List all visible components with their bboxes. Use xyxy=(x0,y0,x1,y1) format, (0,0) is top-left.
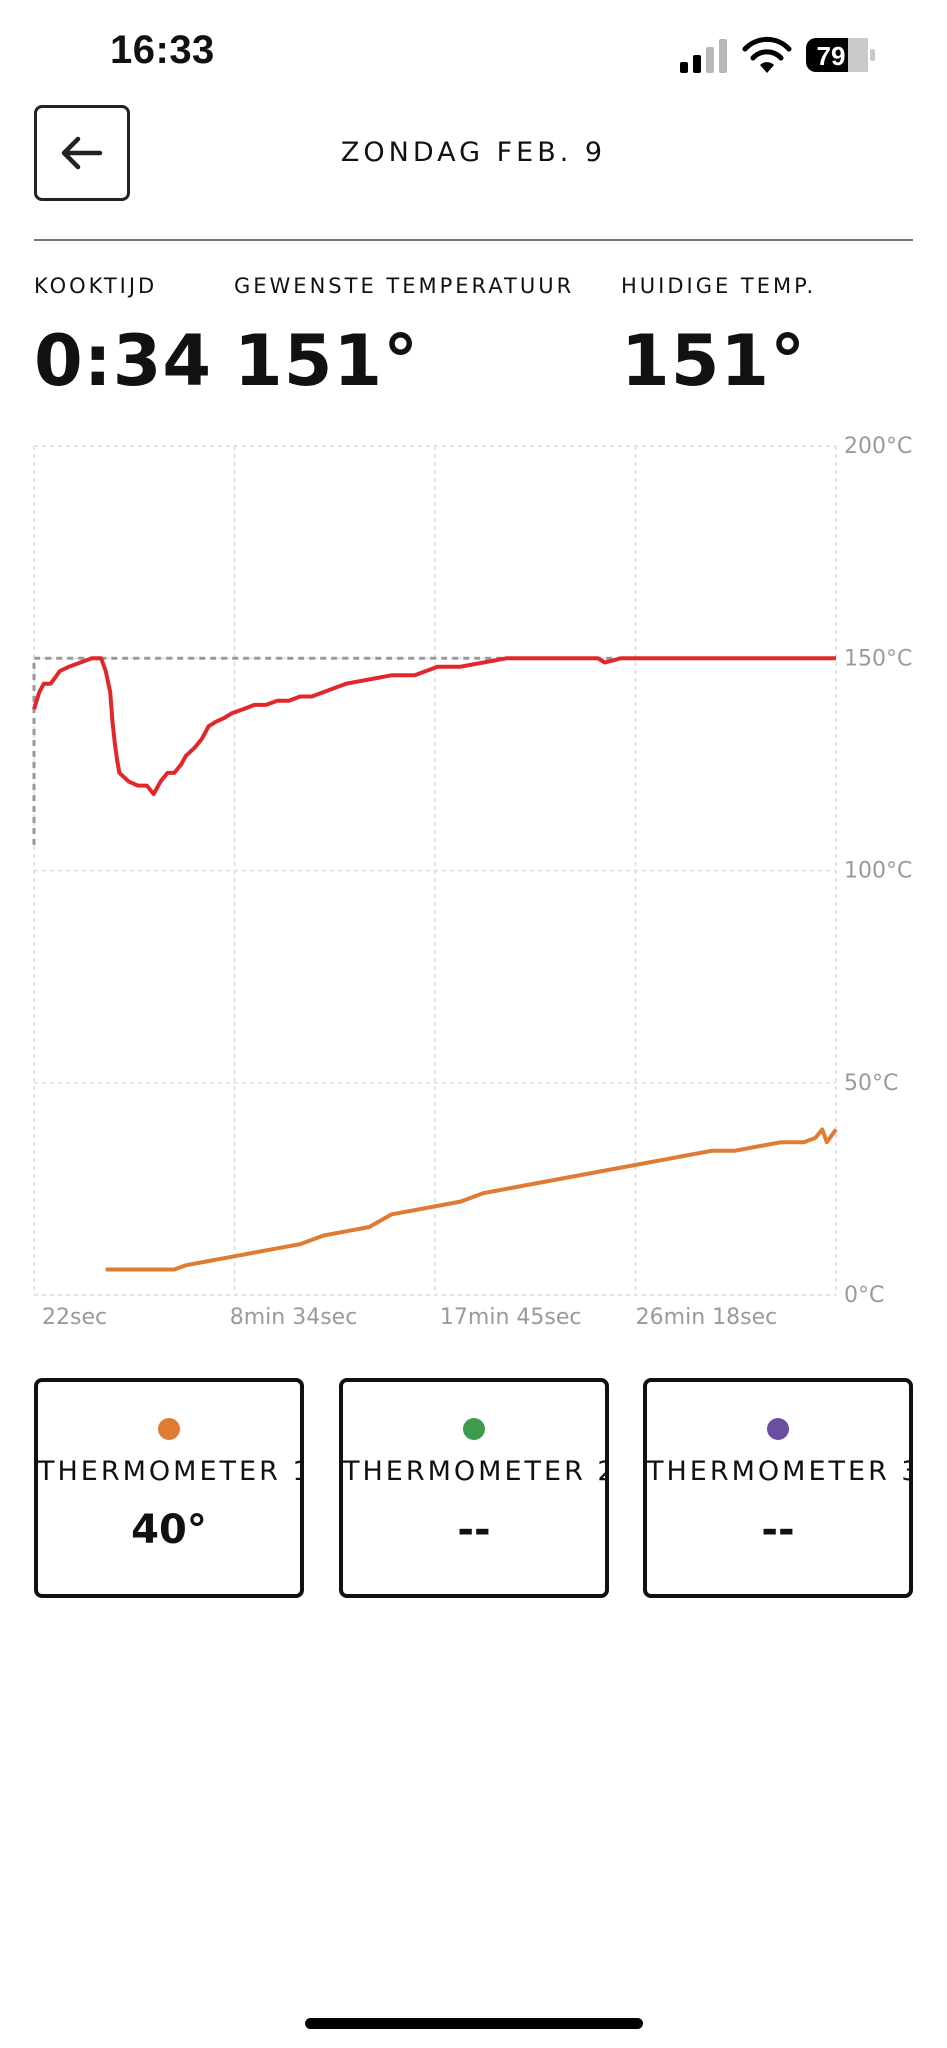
battery-level: 79 xyxy=(817,41,846,71)
header-divider xyxy=(34,239,913,241)
thermometer-3-reading: -- xyxy=(761,1507,795,1553)
y-tick-label: 0°C xyxy=(844,1283,884,1308)
x-tick-label: 17min 45sec xyxy=(440,1305,582,1330)
thermometer-1-color-dot xyxy=(158,1418,180,1440)
y-tick-label: 150°C xyxy=(844,646,912,671)
back-button[interactable] xyxy=(34,105,130,201)
y-tick-label: 200°C xyxy=(844,434,912,459)
arrow-left-icon xyxy=(61,136,103,170)
battery-icon: 79 xyxy=(806,38,875,72)
target-temp-label: GEWENSTE TEMPERATUUR xyxy=(234,274,575,298)
wifi-icon xyxy=(742,36,792,73)
current-temp-stat: HUIDIGE TEMP. 151° xyxy=(621,274,816,402)
target-temp-value: 151° xyxy=(234,320,420,402)
thermometer-card-1[interactable]: THERMOMETER 1 40° xyxy=(34,1378,304,1598)
cook-time-label: KOOKTIJD xyxy=(34,274,158,298)
target-temp-stat: GEWENSTE TEMPERATUUR 151° xyxy=(234,274,574,402)
status-icons: 79 xyxy=(680,36,875,73)
thermometer-3-color-dot xyxy=(767,1418,789,1440)
thermometer-3-name: THERMOMETER 3 xyxy=(647,1456,913,1487)
y-tick-label: 100°C xyxy=(844,859,912,884)
thermometer-card-2[interactable]: THERMOMETER 2 -- xyxy=(339,1378,609,1598)
thermometer-card-3[interactable]: THERMOMETER 3 -- xyxy=(643,1378,913,1598)
thermometer-2-color-dot xyxy=(463,1418,485,1440)
cook-time-value: 0:34 xyxy=(34,320,213,402)
x-tick-label: 26min 18sec xyxy=(636,1305,778,1330)
cook-time-stat: KOOKTIJD 0:34 xyxy=(34,274,212,402)
cellular-signal-icon xyxy=(680,39,727,73)
current-temp-label: HUIDIGE TEMP. xyxy=(621,274,817,298)
thermometer-1-reading: 40° xyxy=(131,1507,207,1553)
x-tick-label: 22sec xyxy=(42,1305,107,1330)
x-tick-label: 8min 34sec xyxy=(230,1305,358,1330)
temperature-chart: 200°C 150°C 100°C 50°C 0°C 22sec 8min 34sec 17m… xyxy=(32,434,912,1330)
page-title: ZONDAG FEB. 9 xyxy=(340,137,607,168)
thermometer-2-name: THERMOMETER 2 xyxy=(343,1456,609,1487)
thermometer-2-reading: -- xyxy=(457,1507,491,1553)
y-tick-label: 50°C xyxy=(844,1071,898,1096)
series-line-2 xyxy=(105,1127,838,1272)
status-time: 16:33 xyxy=(110,28,215,72)
series-line-1 xyxy=(32,656,836,797)
current-temp-value: 151° xyxy=(621,320,807,402)
thermometer-1-name: THERMOMETER 1 xyxy=(38,1456,304,1487)
home-indicator xyxy=(305,2018,643,2029)
